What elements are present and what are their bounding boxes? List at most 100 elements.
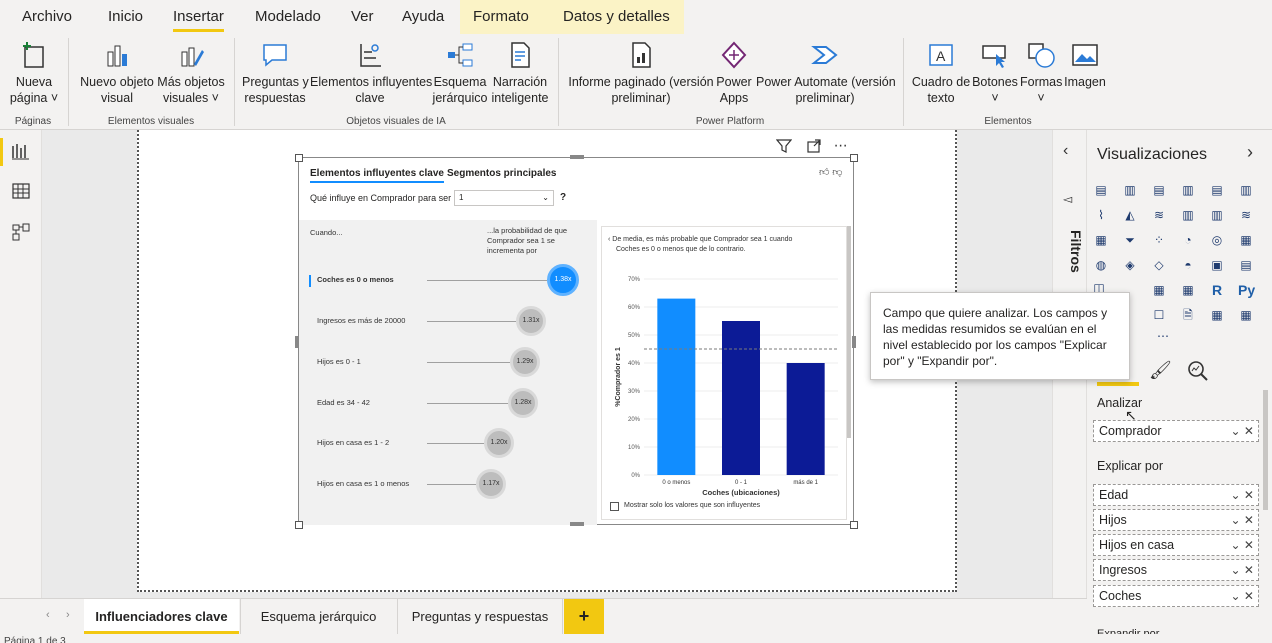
influencer-bubble[interactable]: 1.38x: [547, 264, 579, 296]
viz-type-icon[interactable]: 🗎︎: [1183, 308, 1193, 322]
viz-type-icon[interactable]: ◫: [1093, 281, 1105, 295]
menu-formato[interactable]: Formato: [473, 8, 529, 25]
viz-type-icon[interactable]: ⏷: [1125, 233, 1135, 247]
add-page-button[interactable]: +: [564, 599, 604, 634]
menu-ayuda[interactable]: Ayuda: [402, 8, 445, 25]
viz-type-icon[interactable]: ◇: [1154, 258, 1164, 272]
tab-top-segments[interactable]: Segmentos principales: [447, 168, 557, 179]
viz-type-icon[interactable]: ▥: [1182, 208, 1194, 222]
shapes-button[interactable]: Formas ˅: [1020, 40, 1062, 106]
viz-type-icon[interactable]: ▤: [1211, 183, 1223, 197]
well-controls[interactable]: ⌄ ✕: [1230, 563, 1254, 577]
viz-type-icon[interactable]: ◓: [1184, 258, 1192, 272]
viz-type-icon[interactable]: ▥: [1211, 208, 1223, 222]
chevron-left-icon[interactable]: ‹: [1063, 142, 1069, 159]
viz-type-icon[interactable]: ▦: [1153, 283, 1165, 297]
key-influencers-button[interactable]: Elementos influyentes clave: [310, 40, 432, 106]
viz-type-icon[interactable]: ◈: [1125, 258, 1135, 272]
detail-scrollbar[interactable]: [847, 226, 851, 438]
explain-well-item[interactable]: Ingresos ⌄ ✕: [1093, 559, 1259, 581]
menu-inicio[interactable]: Inicio: [108, 8, 144, 25]
viz-type-icon[interactable]: ▦: [1095, 233, 1107, 247]
more-visuals-icon[interactable]: ⋯: [1157, 329, 1169, 343]
viz-type-icon[interactable]: Py: [1238, 282, 1256, 298]
well-controls[interactable]: ⌄ ✕: [1230, 589, 1254, 603]
tab-esquema[interactable]: Esquema jerárquico: [240, 599, 396, 634]
tab-preguntas[interactable]: Preguntas y respuestas: [397, 599, 563, 634]
viz-type-icon[interactable]: ▦: [1240, 233, 1252, 247]
viz-type-icon[interactable]: ▤: [1095, 183, 1107, 197]
data-view-icon[interactable]: [11, 182, 31, 200]
help-icon[interactable]: ?: [560, 192, 567, 203]
viz-type-icon[interactable]: ▦: [1240, 308, 1252, 322]
model-view-icon[interactable]: [11, 222, 31, 242]
qa-button[interactable]: Preguntas y respuestas: [242, 40, 309, 106]
viz-type-icon[interactable]: ≋: [1153, 208, 1165, 222]
narrative-button[interactable]: Narración inteligente: [490, 40, 550, 106]
well-controls[interactable]: ⌄ ✕: [1230, 488, 1254, 502]
image-button[interactable]: Imagen: [1064, 40, 1106, 90]
tab-nav-right-icon[interactable]: ›: [66, 609, 70, 621]
explain-well-item[interactable]: Edad ⌄ ✕: [1093, 484, 1259, 506]
more-visuals-button[interactable]: Más objetos visuales ˅: [156, 40, 226, 106]
viz-type-icon[interactable]: ◎: [1211, 233, 1223, 247]
well-controls[interactable]: ⌄ ✕: [1230, 424, 1254, 438]
explain-well-item[interactable]: Hijos en casa ⌄ ✕: [1093, 534, 1259, 556]
more-options-icon[interactable]: ⋯: [833, 137, 849, 153]
tab-key-influencers[interactable]: Elementos influyentes clave: [310, 168, 444, 183]
explain-well-item[interactable]: Hijos ⌄ ✕: [1093, 509, 1259, 531]
influencer-bubble[interactable]: 1.17x: [476, 469, 506, 499]
viz-type-icon[interactable]: ◭: [1125, 208, 1135, 222]
viz-type-icon[interactable]: ▦: [1182, 283, 1194, 297]
analytics-icon[interactable]: [1187, 360, 1209, 382]
textbox-button[interactable]: A Cuadro de texto: [910, 40, 972, 106]
focus-mode-icon[interactable]: [806, 138, 822, 154]
decomp-tree-button[interactable]: Esquema jerárquico: [432, 40, 488, 106]
key-influencers-visual[interactable]: Elementos influyentes clave Segmentos pr…: [298, 157, 854, 525]
chevron-right-icon[interactable]: ›: [1247, 142, 1253, 162]
tab-influenciadores[interactable]: Influenciadores clave: [84, 599, 239, 634]
viz-type-icon[interactable]: ▥: [1182, 183, 1194, 197]
analyze-well[interactable]: Comprador ⌄ ✕: [1093, 420, 1259, 442]
explain-well-item[interactable]: Coches ⌄ ✕: [1093, 585, 1259, 607]
power-automate-button[interactable]: Power Automate (versión preliminar): [756, 40, 896, 106]
viz-type-icon[interactable]: ▥: [1124, 183, 1136, 197]
menu-modelado[interactable]: Modelado: [255, 8, 321, 25]
menu-insertar[interactable]: Insertar: [173, 8, 224, 32]
viz-type-icon[interactable]: ≋: [1240, 208, 1252, 222]
viz-scrollbar[interactable]: [1263, 390, 1268, 510]
power-apps-button[interactable]: Power Apps: [714, 40, 754, 106]
viz-type-icon[interactable]: ▥: [1240, 183, 1252, 197]
influencer-label[interactable]: Hijos en casa es 1 - 2: [317, 438, 390, 447]
viz-type-icon[interactable]: ▤: [1153, 183, 1165, 197]
influencer-label[interactable]: Hijos es 0 - 1: [317, 357, 361, 366]
influencer-label[interactable]: Ingresos es más de 20000: [317, 316, 406, 325]
viz-type-icon[interactable]: ▤: [1240, 258, 1252, 272]
viz-type-icon[interactable]: ▣: [1211, 258, 1223, 272]
paginated-report-button[interactable]: Informe paginado (versión preliminar): [566, 40, 716, 106]
influencer-label[interactable]: Hijos en casa es 1 o menos: [317, 479, 410, 488]
viz-type-icon[interactable]: ◍: [1095, 258, 1107, 272]
menu-archivo[interactable]: Archivo: [22, 8, 73, 25]
tab-nav-left-icon[interactable]: ‹: [46, 609, 50, 621]
filter-icon[interactable]: [775, 138, 793, 154]
well-controls[interactable]: ⌄ ✕: [1230, 538, 1254, 552]
influential-checkbox[interactable]: [610, 502, 619, 511]
viz-type-icon[interactable]: ▦: [1211, 308, 1223, 322]
thumbs-icons[interactable]: 👍︎ 👎︎: [819, 167, 843, 178]
value-select[interactable]: 1 ⌄: [454, 190, 554, 206]
viz-type-icon[interactable]: ◔: [1184, 233, 1192, 247]
influencer-bubble[interactable]: 1.29x: [510, 347, 540, 377]
influencer-label[interactable]: Edad es 34 - 42: [317, 398, 370, 407]
influencer-bubble[interactable]: 1.28x: [508, 388, 538, 418]
report-view-icon[interactable]: [11, 142, 31, 160]
influencer-label[interactable]: Coches es 0 o menos: [317, 275, 394, 284]
well-controls[interactable]: ⌄ ✕: [1230, 513, 1254, 527]
buttons-button[interactable]: Botones ˅: [972, 40, 1018, 106]
influencer-bubble[interactable]: 1.31x: [516, 306, 546, 336]
viz-type-icon[interactable]: ⌇: [1098, 208, 1104, 222]
format-brush-icon[interactable]: 🖌︎: [1149, 360, 1172, 380]
viz-type-icon[interactable]: R: [1211, 282, 1223, 298]
new-page-button[interactable]: Nueva página ˅: [8, 40, 60, 106]
menu-ver[interactable]: Ver: [351, 8, 374, 25]
